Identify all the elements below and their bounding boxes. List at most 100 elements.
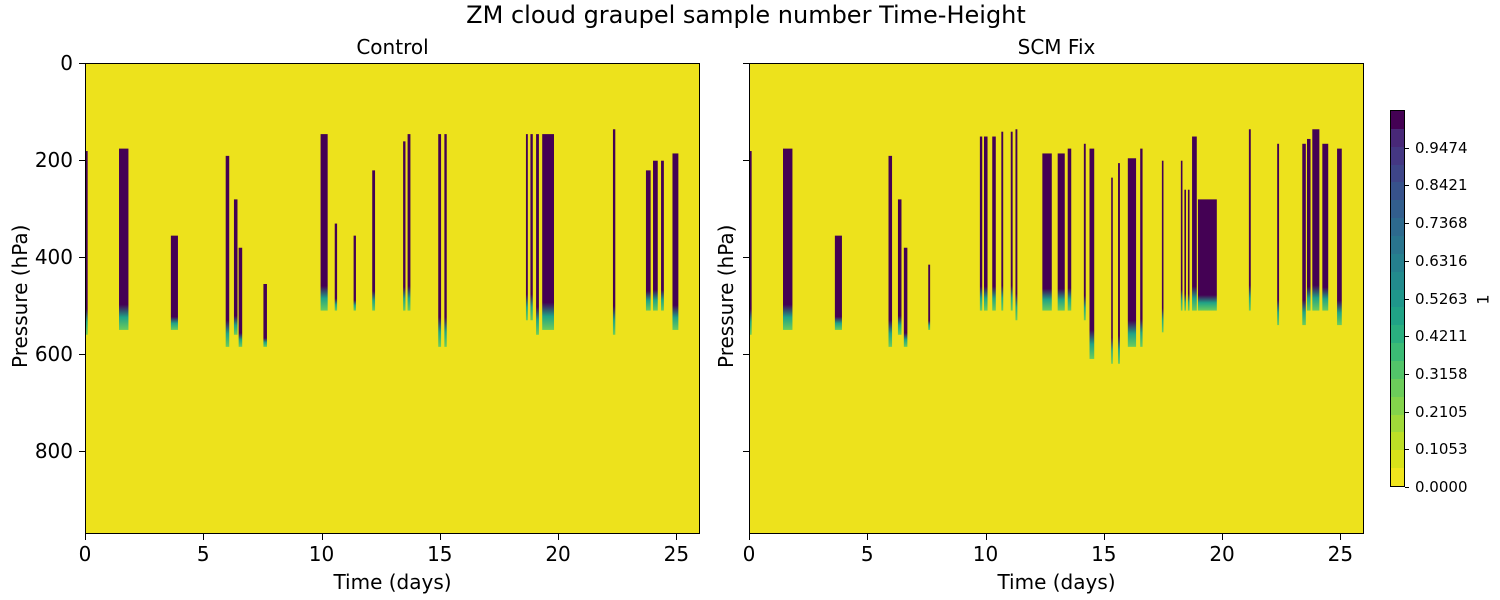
colorbar-tick: [1405, 373, 1409, 375]
graupel-event: [653, 160, 658, 311]
x-tick-label: 0: [742, 542, 756, 566]
graupel-event: [1010, 131, 1013, 311]
x-tick-label: 10: [972, 542, 999, 566]
graupel-event: [1015, 129, 1018, 321]
heatmap-axes-control: [85, 63, 700, 534]
heatmap-plot-scm-fix: [750, 129, 1342, 364]
colorbar-segment: [1391, 468, 1404, 486]
heatmap-plot-control: [86, 129, 679, 347]
graupel-event: [438, 134, 442, 347]
graupel-event: [903, 247, 908, 347]
graupel-event: [353, 235, 356, 311]
x-tick-label: 5: [196, 542, 210, 566]
x-axis-label-control: Time (days): [333, 570, 452, 594]
graupel-event: [1302, 143, 1306, 326]
graupel-event: [1184, 189, 1186, 311]
graupel-event: [1001, 131, 1004, 311]
graupel-event: [897, 199, 902, 335]
y-tick: [743, 160, 749, 162]
graupel-event: [1089, 148, 1095, 359]
colorbar-label: 1: [1473, 294, 1493, 305]
graupel-event: [1057, 153, 1065, 311]
colorbar-segment: [1391, 450, 1404, 469]
graupel-event: [1042, 153, 1052, 311]
colorbar-tick-label: 0.6316: [1415, 251, 1468, 270]
y-tick: [79, 354, 85, 356]
x-tick: [1340, 534, 1342, 540]
colorbar-tick-label: 0.1053: [1415, 440, 1468, 459]
graupel-event: [1307, 138, 1311, 311]
graupel-event: [170, 235, 178, 330]
graupel-event: [1180, 160, 1183, 311]
colorbar-tick: [1405, 147, 1409, 149]
y-tick: [743, 257, 749, 259]
graupel-event: [525, 134, 528, 321]
graupel-event: [1312, 129, 1320, 311]
graupel-event: [542, 134, 555, 330]
graupel-event: [403, 141, 406, 311]
heatmap-axes-scm-fix: [749, 63, 1364, 534]
x-tick: [321, 534, 323, 540]
graupel-event: [612, 129, 616, 335]
graupel-event: [783, 148, 793, 330]
colorbar-segment: [1391, 235, 1404, 254]
colorbar-tick-label: 0.7368: [1415, 214, 1468, 233]
x-tick-label: 5: [860, 542, 874, 566]
colorbar-segment: [1391, 378, 1404, 397]
graupel-event: [1192, 136, 1197, 311]
graupel-event: [1277, 143, 1280, 326]
colorbar-segment: [1391, 128, 1404, 147]
graupel-event: [1111, 177, 1113, 364]
colorbar-segment: [1391, 325, 1404, 344]
x-tick-label: 15: [427, 542, 453, 566]
graupel-event: [263, 283, 267, 347]
colorbar-tick: [1405, 336, 1409, 338]
graupel-event: [119, 148, 129, 330]
colorbar-tick: [1405, 487, 1409, 488]
graupel-event: [372, 170, 376, 311]
colorbar: [1390, 110, 1405, 487]
colorbar-tick: [1405, 411, 1409, 413]
y-tick: [743, 451, 749, 453]
panel-title-control: Control: [356, 35, 429, 59]
graupel-event: [984, 136, 988, 311]
colorbar-tick: [1405, 449, 1409, 451]
colorbar-tick-label: 0.2105: [1415, 402, 1468, 421]
figure-suptitle: ZM cloud graupel sample number Time-Heig…: [466, 1, 1026, 29]
y-tick: [79, 63, 85, 64]
graupel-event: [672, 153, 679, 330]
graupel-event: [1337, 148, 1342, 326]
graupel-event: [1161, 160, 1164, 333]
graupel-event: [530, 134, 533, 321]
graupel-event: [238, 247, 243, 347]
x-tick-label: 20: [1209, 542, 1235, 566]
graupel-event: [86, 151, 88, 335]
y-tick: [743, 63, 749, 64]
colorbar-segment: [1391, 253, 1404, 272]
graupel-event: [444, 134, 447, 347]
graupel-event: [992, 136, 996, 311]
colorbar-segment: [1391, 218, 1404, 236]
graupel-event: [407, 134, 411, 311]
y-tick-label: 800: [34, 439, 73, 464]
graupel-event: [334, 223, 338, 311]
colorbar-segment: [1391, 432, 1404, 451]
colorbar-segment: [1391, 146, 1404, 165]
graupel-event: [536, 134, 539, 335]
graupel-event: [661, 160, 664, 311]
panel-title-scm-fix: SCM Fix: [1017, 35, 1096, 59]
graupel-event: [979, 136, 983, 311]
graupel-event: [888, 155, 893, 347]
y-tick-label: 600: [34, 342, 73, 367]
graupel-event: [750, 151, 752, 335]
colorbar-tick-label: 0.9474: [1415, 138, 1468, 157]
y-tick: [79, 257, 85, 259]
graupel-event: [1322, 143, 1329, 311]
colorbar-segment: [1391, 200, 1404, 219]
colorbar-segment: [1391, 414, 1404, 433]
graupel-event: [233, 199, 238, 335]
x-tick: [676, 534, 678, 540]
colorbar-tick: [1405, 185, 1409, 187]
graupel-event: [1067, 148, 1072, 311]
y-tick: [79, 160, 85, 162]
